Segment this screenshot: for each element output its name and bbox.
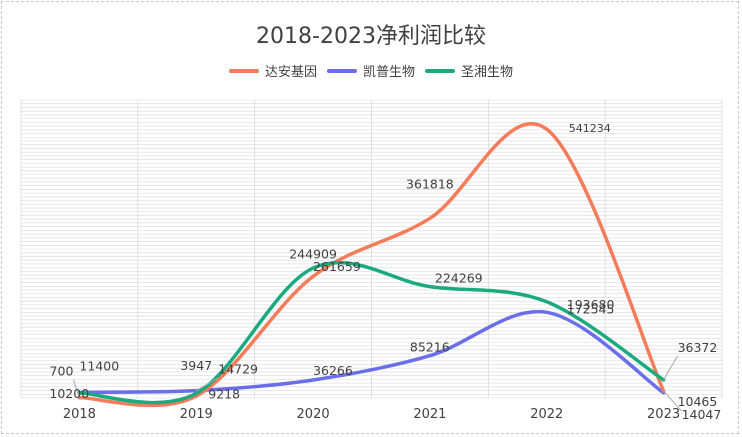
data-labels: 700 3947 244909 361818 541234 14047 11400 14729… (49, 122, 721, 422)
x-tick-0: 2018 (63, 407, 96, 422)
leader-1-1 (195, 377, 219, 392)
data-label-0-5: 14047 (682, 407, 722, 422)
series-line-0 (77, 122, 666, 408)
legend-item-2: 圣湘生物 (425, 61, 513, 80)
chart-title: 2018-2023净利润比较 (256, 24, 486, 49)
legend-item-1: 凯普生物 (326, 61, 415, 80)
data-label-2-4: 193680 (567, 297, 615, 312)
data-label-1-0: 11400 (79, 358, 119, 373)
leader-2-5 (663, 355, 679, 381)
legend-swatch-0 (228, 68, 259, 73)
legend-label-1: 凯普生物 (362, 65, 415, 80)
series-line-2 (77, 260, 666, 405)
data-label-1-3: 85216 (410, 340, 450, 355)
legend-item-0: 达安基因 (228, 61, 317, 80)
legend-swatch-2 (425, 68, 455, 73)
legend-label-0: 达安基因 (264, 65, 317, 80)
series-lines (77, 122, 666, 408)
x-tick-5: 2023 (647, 407, 680, 422)
data-label-1-4: 172545 (567, 301, 615, 316)
x-tick-4: 2022 (530, 407, 563, 422)
data-label-1-1: 14729 (218, 362, 258, 377)
data-label-1-5: 10465 (678, 394, 718, 409)
data-label-0-0: 700 (50, 364, 74, 379)
data-label-0-4: 541234 (569, 122, 611, 135)
x-tick-1: 2019 (180, 407, 213, 422)
x-axis-ticks: 2018 2019 2020 2021 2022 2023 (63, 407, 680, 422)
data-label-2-3: 224269 (435, 271, 483, 286)
x-tick-3: 2021 (413, 407, 446, 422)
data-label-2-0: 10200 (49, 386, 89, 401)
data-label-0-1: 3947 (180, 358, 212, 373)
x-tick-2: 2020 (297, 407, 330, 422)
legend: 达安基因 凯普生物 圣湘生物 (0, 61, 742, 80)
leader-lines (72, 355, 682, 412)
data-label-2-2: 261659 (313, 259, 361, 274)
data-label-1-2: 36266 (313, 363, 353, 378)
data-label-0-2: 244909 (289, 246, 337, 261)
data-label-2-5: 36372 (678, 340, 718, 355)
leader-0-5 (663, 390, 682, 412)
legend-swatch-1 (326, 68, 357, 73)
data-label-0-3: 361818 (406, 176, 454, 191)
data-label-2-1: 9218 (208, 386, 240, 401)
legend-label-2: 圣湘生物 (461, 65, 514, 80)
leader-0-0 (72, 379, 80, 398)
series-line-1 (77, 309, 666, 395)
